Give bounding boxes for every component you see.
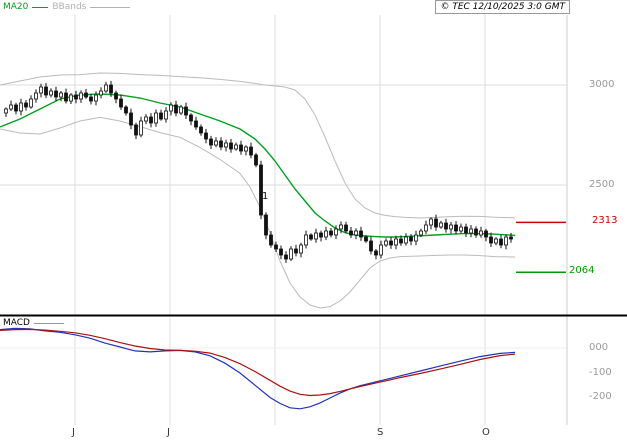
copyright-stamp: © TEC 12/10/2025 3:0 GMT [435, 0, 570, 14]
bbands-line-sample-icon [90, 6, 131, 8]
price-level-label: 2313 [592, 215, 618, 227]
macd-line-sample-icon [33, 322, 64, 324]
macd-label: MACD [3, 318, 30, 328]
ma20-legend-label: MA20 [3, 2, 29, 12]
wave-annotation: 1 [262, 191, 269, 202]
y-axis-tick-label: 2500 [589, 179, 615, 190]
y-axis-tick-label: 3000 [589, 79, 615, 90]
bbands-legend-label: BBands [52, 2, 87, 12]
x-axis-month-label: J [167, 427, 170, 438]
price-level-label: 2064 [569, 265, 595, 277]
x-axis-month-label: J [72, 427, 75, 438]
x-axis-month-label: O [482, 427, 490, 438]
legend: MA20 BBands [3, 1, 131, 13]
macd-axis-tick-label: -100 [589, 366, 612, 378]
macd-panel-header: MACD [3, 318, 64, 328]
ma20-line-sample-icon [32, 6, 49, 8]
macd-axis-tick-label: 000 [589, 342, 609, 353]
macd-axis-tick-label: -200 [589, 391, 612, 402]
x-axis-month-label: S [377, 427, 384, 438]
